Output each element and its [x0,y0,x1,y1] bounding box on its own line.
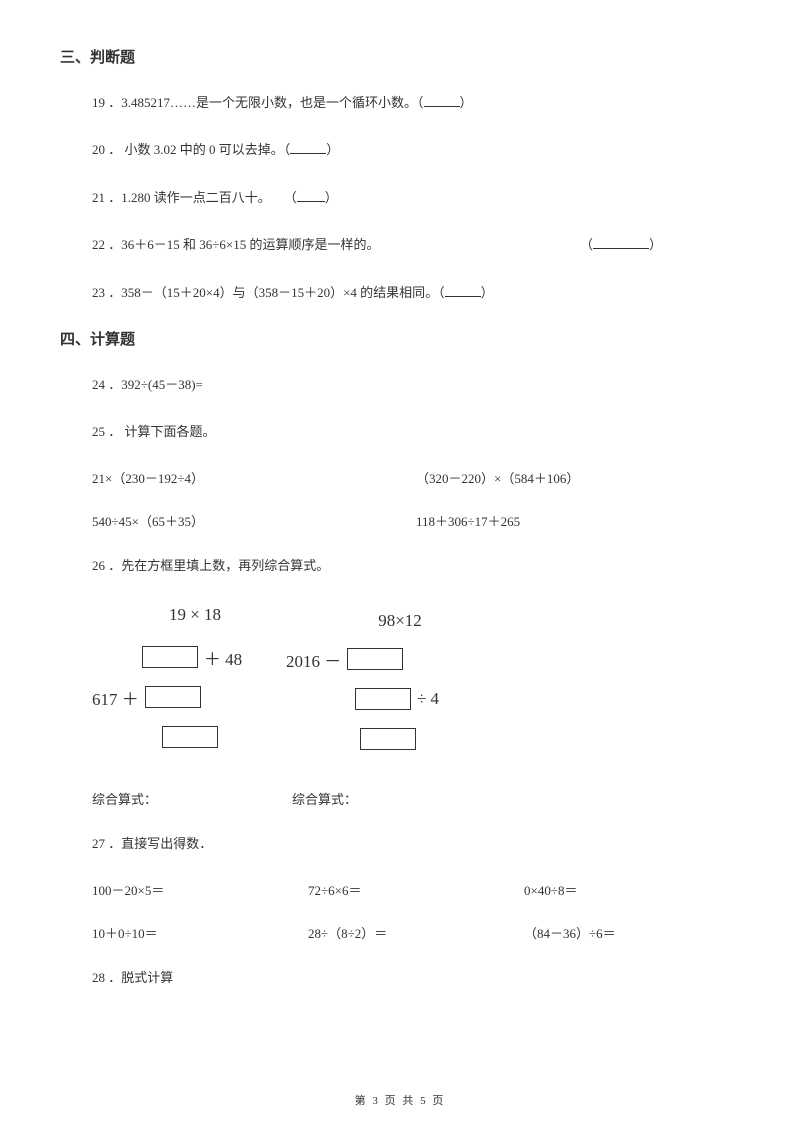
q19-end: ） [460,95,473,110]
page-footer: 第 3 页 共 5 页 [0,1092,800,1108]
question-28: 28 ．脱式计算 [92,966,740,989]
question-25: 25 ． 计算下面各题。 [92,420,740,443]
formula-label-1: 综合算式： [92,789,292,808]
q21-blank[interactable] [297,188,325,202]
q22-text: 22 ．36＋6－15 和 36÷6×15 的运算顺序是一样的。 [92,237,379,252]
q19-blank[interactable] [424,93,460,107]
question-19: 19 ．3.485217……是一个无限小数，也是一个循环小数。（ ） [92,91,740,114]
flow1-r3-prefix: 617 ＋ [92,685,139,710]
question-20: 20 ． 小数 3.02 中的 0 可以去掉。（ ） [92,138,740,161]
flow1-box2[interactable] [145,686,201,708]
q22-blank[interactable] [593,235,649,249]
q19-text: 19 ．3.485217……是一个无限小数，也是一个循环小数。（ [92,95,424,110]
flow2-box1[interactable] [347,648,403,670]
q27-b3: （84－36）÷6＝ [524,923,740,942]
formula-label-2: 综合算式： [292,789,357,808]
flow1-r2-suffix: ＋ 48 [204,645,242,670]
q23-end: ） [481,285,494,300]
formula-labels: 综合算式： 综合算式： [92,789,740,808]
q25-b1: 540÷45×（65＋35） [92,511,416,530]
q27-row-b: 10＋0÷10＝ 28÷（8÷2）＝ （84－36）÷6＝ [92,923,740,942]
q27-a1: 100－20×5＝ [92,880,308,899]
q20-blank[interactable] [290,140,326,154]
q21-end: ） [325,190,338,205]
question-21: 21 ．1.280 读作一点二百八十。 （ ） [92,186,740,209]
flowchart-1: 19 × 18 ＋ 48 617 ＋ [110,601,280,761]
question-24: 24 ．392÷(45－38)= [92,373,740,396]
q27-b1: 10＋0÷10＝ [92,923,308,942]
question-22: 22 ．36＋6－15 和 36÷6×15 的运算顺序是一样的。 （ ） [92,233,740,256]
flow1-r1: 19 × 18 [169,605,221,625]
flow2-r2-prefix: 2016 － [286,647,341,672]
flow2-r1: 98×12 [378,611,422,631]
q21-text: 21 ．1.280 读作一点二百八十。 （ [92,190,297,205]
q25-a2: （320－220）×（584＋106） [416,468,740,487]
q22-paren-r: ） [649,237,662,252]
q23-text: 23 ．358－（15＋20×4）与（358－15＋20）×4 的结果相同。（ [92,285,445,300]
q27-a3: 0×40÷8＝ [524,880,740,899]
q27-a2: 72÷6×6＝ [308,880,524,899]
q25-b2: 118＋306÷17＋265 [416,511,740,530]
section-4-title: 四、计算题 [60,328,740,349]
flowchart-2: 98×12 2016 － ÷ 4 [310,601,490,761]
flow2-r3-suffix: ÷ 4 [417,689,439,709]
flow2-box3[interactable] [360,728,416,750]
flow2-box2[interactable] [355,688,411,710]
section-3-title: 三、判断题 [60,46,740,67]
flowchart-container: 19 × 18 ＋ 48 617 ＋ 98×12 2016 － ÷ 4 [110,601,740,761]
flow1-box1[interactable] [142,646,198,668]
q25-row-a: 21×（230－192÷4） （320－220）×（584＋106） [92,468,740,487]
question-26: 26 ．先在方框里填上数，再列综合算式。 [92,554,740,577]
question-23: 23 ．358－（15＋20×4）与（358－15＋20）×4 的结果相同。（ ） [92,281,740,304]
q23-blank[interactable] [445,283,481,297]
q25-row-b: 540÷45×（65＋35） 118＋306÷17＋265 [92,511,740,530]
flow1-box3[interactable] [162,726,218,748]
question-27: 27 ．直接写出得数． [92,832,740,855]
q20-end: ） [326,142,339,157]
q25-a1: 21×（230－192÷4） [92,468,416,487]
q20-text: 20 ． 小数 3.02 中的 0 可以去掉。（ [92,142,290,157]
q27-b2: 28÷（8÷2）＝ [308,923,524,942]
q22-paren-l: （ [580,237,593,252]
q27-row-a: 100－20×5＝ 72÷6×6＝ 0×40÷8＝ [92,880,740,899]
